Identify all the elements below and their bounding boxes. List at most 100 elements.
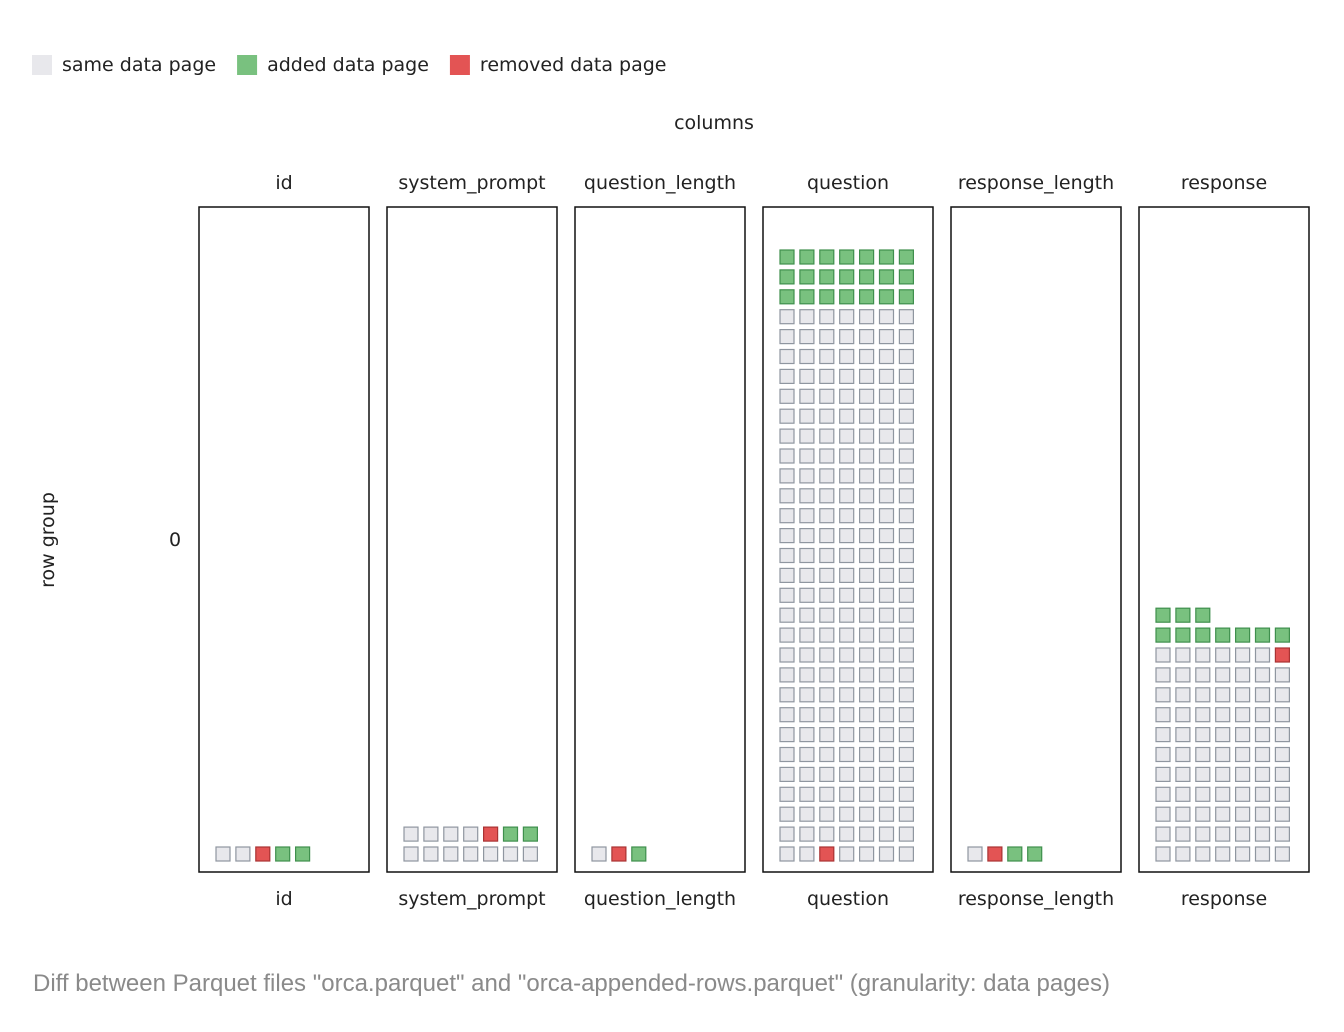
data-page-response-51-same — [1195, 707, 1211, 723]
data-page-response-45-same — [1215, 726, 1231, 743]
data-page-question-141-same — [799, 448, 815, 464]
data-page-system_prompt-0-same — [403, 846, 419, 862]
data-page-question-42-same — [779, 726, 795, 743]
data-page-question-88-same — [858, 607, 875, 623]
data-page-response-49-same — [1155, 707, 1171, 723]
data-page-question-165-same — [858, 388, 875, 404]
data-page-question-150-same — [839, 428, 855, 444]
data-page-question-52-same — [839, 707, 855, 723]
data-page-question-200-added — [858, 289, 875, 305]
data-page-question-151-same — [858, 428, 875, 444]
y-axis-label: row group — [37, 492, 59, 588]
data-page-question-130-same — [858, 488, 875, 504]
data-page-response-40-same — [1254, 746, 1271, 763]
data-page-question-163-same — [819, 388, 835, 404]
data-page-question-139-same — [898, 468, 915, 484]
data-page-question-45-same — [839, 726, 855, 743]
data-page-response-72-same — [1195, 647, 1211, 663]
data-page-response-19-same — [1254, 806, 1271, 822]
data-page-question-120-same — [799, 508, 815, 524]
data-page-question-125-same — [898, 508, 915, 524]
chart-title: columns — [674, 112, 754, 134]
data-page-question-179-same — [858, 348, 875, 365]
data-page-question-182-same — [779, 329, 795, 345]
data-page-question-119-same — [779, 508, 795, 524]
legend-label-same: same data page — [62, 54, 216, 76]
data-page-system_prompt-9-same — [443, 826, 459, 842]
data-page-question-122-same — [839, 508, 855, 524]
data-page-question-108-same — [839, 547, 855, 564]
data-page-response-20-same — [1274, 806, 1291, 822]
data-page-response-31-same — [1215, 766, 1231, 783]
data-page-question-10-same — [839, 826, 855, 842]
data-page-question-37-same — [819, 746, 835, 763]
data-page-question-62-same — [898, 687, 915, 703]
data-page-response-39-same — [1234, 746, 1251, 763]
data-page-response-28-same — [1155, 766, 1171, 783]
data-page-question-60-same — [858, 687, 875, 703]
data-page-question-11-same — [858, 826, 875, 842]
data-page-id-2-removed — [255, 846, 271, 862]
panel-id — [198, 206, 370, 873]
data-page-question-105-same — [779, 547, 795, 564]
data-page-response-68-same — [1254, 667, 1271, 683]
data-page-question-24-same — [839, 786, 855, 802]
data-page-question-198-added — [819, 289, 835, 305]
data-page-response-21-same — [1155, 786, 1171, 802]
data-page-response-15-same — [1175, 806, 1191, 822]
data-page-question-167-same — [898, 388, 915, 404]
data-page-response-0-same — [1155, 846, 1171, 862]
page-diff-chart: same data page added data page removed dat… — [32, 54, 1310, 910]
column-label-top-question: question — [807, 172, 889, 194]
data-page-response-66-same — [1215, 667, 1231, 683]
data-page-question-160-same — [898, 408, 915, 424]
data-page-question-68-same — [878, 667, 895, 683]
legend-swatch-added — [237, 55, 258, 75]
data-page-question-0-same — [779, 846, 795, 862]
data-page-question-38-same — [839, 746, 855, 763]
data-page-question-147-same — [779, 428, 795, 444]
data-page-response-33-same — [1254, 766, 1271, 783]
data-page-question-164-same — [839, 388, 855, 404]
data-page-response-16-same — [1195, 806, 1211, 822]
data-page-response-32-same — [1234, 766, 1251, 783]
data-page-question-79-same — [819, 627, 835, 643]
column-label-bottom-id: id — [275, 888, 292, 910]
data-page-response-48-same — [1274, 726, 1291, 743]
data-page-question-89-same — [878, 607, 895, 623]
data-page-response-67-same — [1234, 667, 1251, 683]
data-page-question-195-same — [898, 309, 915, 325]
data-page-response-74-same — [1234, 647, 1251, 663]
data-page-question_length-1-removed — [611, 846, 627, 862]
data-page-question-184-same — [819, 329, 835, 345]
data-page-question-145-same — [878, 448, 895, 464]
data-page-question-103-same — [878, 567, 895, 584]
data-page-question-175-same — [779, 348, 795, 365]
data-page-response-47-same — [1254, 726, 1271, 743]
data-page-question-148-same — [799, 428, 815, 444]
data-page-question-27-same — [898, 786, 915, 802]
data-page-question-19-same — [878, 806, 895, 822]
column-label-bottom-question: question — [807, 888, 889, 910]
data-page-question-134-same — [799, 468, 815, 484]
data-page-response-65-same — [1195, 667, 1211, 683]
data-page-id-0-same — [215, 846, 231, 862]
data-page-question-51-same — [819, 707, 835, 723]
data-page-response-56-same — [1155, 687, 1171, 703]
data-page-question-86-same — [819, 607, 835, 623]
data-page-question-111-same — [898, 547, 915, 564]
data-page-question-159-same — [878, 408, 895, 424]
data-page-response-34-same — [1274, 766, 1291, 783]
data-page-question-115-same — [839, 527, 855, 544]
data-page-question-74-same — [858, 647, 875, 663]
data-page-question-212-added — [819, 249, 835, 265]
data-page-question-135-same — [819, 468, 835, 484]
data-page-question-67-same — [858, 667, 875, 683]
data-page-question-85-same — [799, 607, 815, 623]
data-page-question-177-same — [819, 348, 835, 365]
data-page-response-6-same — [1274, 846, 1291, 862]
data-page-question-128-same — [819, 488, 835, 504]
column-label-bottom-response_length: response_length — [958, 888, 1114, 910]
data-page-system_prompt-13-added — [522, 826, 539, 842]
data-page-question-129-same — [839, 488, 855, 504]
